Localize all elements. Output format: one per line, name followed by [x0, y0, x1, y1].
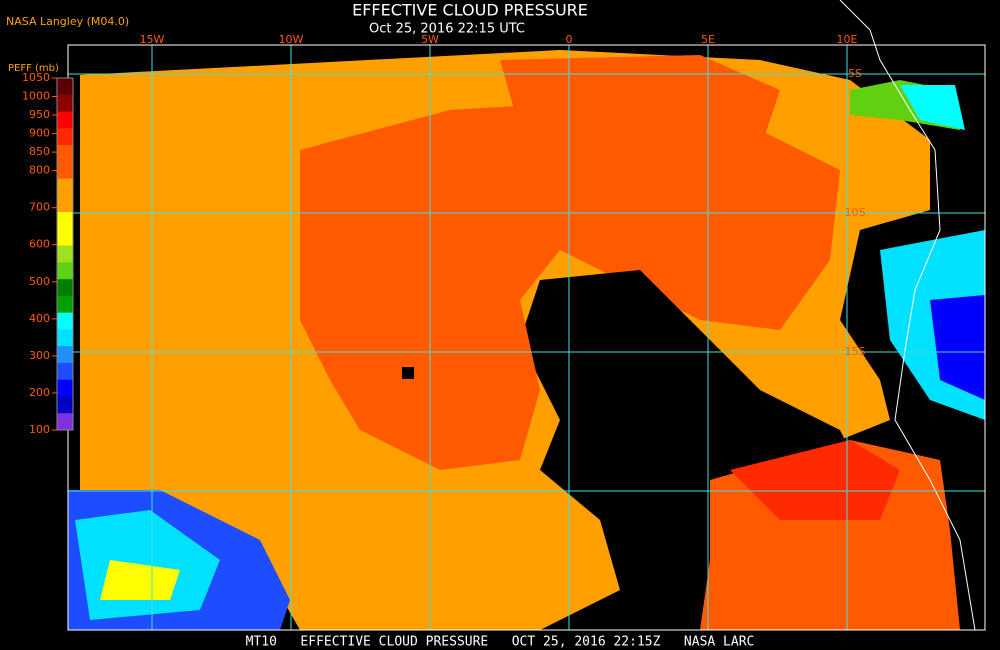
- color-band: [57, 195, 73, 213]
- credit: NASA Langley (M04.0): [6, 15, 129, 28]
- color-band: [57, 212, 73, 230]
- high-pressure-region: [730, 440, 900, 520]
- color-band: [57, 178, 73, 196]
- color-band: [57, 161, 73, 180]
- color-band: [57, 94, 73, 113]
- subtitle: Oct 25, 2016 22:15 UTC: [369, 22, 525, 37]
- color-band: [57, 245, 73, 263]
- map: [68, 0, 985, 631]
- legend-tick-label: 850: [29, 145, 50, 158]
- color-band: [57, 262, 73, 280]
- lat-label: 10S: [845, 206, 866, 219]
- mid-cloud-region: [500, 55, 780, 160]
- missing-data: [402, 367, 414, 379]
- lon-label: 0: [566, 33, 573, 46]
- legend-tick-label: 100: [29, 423, 50, 436]
- color-band: [57, 346, 73, 364]
- legend-tick-label: 900: [29, 127, 50, 140]
- graticule: 15W 10W 5W 0 5E 10E 5S 10S 15S: [67, 33, 986, 631]
- color-band: [57, 111, 73, 129]
- color-band: [57, 78, 73, 96]
- colorbar-frame: [56, 77, 74, 431]
- legend-tick-label: 600: [29, 238, 50, 251]
- coastline: [839, 0, 976, 631]
- legend-title: PEFF (mb): [8, 63, 59, 74]
- legend-tick-label: 1050: [22, 71, 50, 84]
- lon-label: 5W: [421, 33, 439, 46]
- clear-region: [540, 270, 860, 490]
- lon-label: 10E: [837, 33, 858, 46]
- color-band: [57, 295, 73, 314]
- legend-tick-label: 200: [29, 386, 50, 399]
- color-band: [57, 379, 73, 397]
- legend-tick-label: 700: [29, 201, 50, 214]
- lon-label: 15W: [140, 33, 165, 46]
- color-band: [57, 128, 73, 146]
- color-band: [57, 228, 73, 247]
- legend-tick-label: 400: [29, 312, 50, 325]
- lat-label: 5S: [848, 67, 862, 80]
- color-band: [57, 396, 73, 414]
- mid-high-cloud-region: [100, 560, 180, 600]
- color-band: [57, 145, 73, 163]
- color-band: [57, 413, 73, 431]
- color-band: [57, 279, 73, 297]
- legend-tick-label: 300: [29, 349, 50, 362]
- legend: 1050 1000 950 900 850 800 700 600 500 400 300 200 10…: [22, 71, 74, 436]
- color-band: [57, 312, 73, 330]
- color-band: [57, 362, 73, 381]
- legend-tick-label: 950: [29, 108, 50, 121]
- lon-label: 5E: [701, 33, 715, 46]
- legend-tick-label: 500: [29, 275, 50, 288]
- footer: MT10 EFFECTIVE CLOUD PRESSURE OCT 25, 20…: [246, 635, 755, 650]
- high-cloud-region: [900, 85, 965, 130]
- title: EFFECTIVE CLOUD PRESSURE: [352, 1, 588, 20]
- legend-tick-label: 800: [29, 164, 50, 177]
- lon-label: 10W: [279, 33, 304, 46]
- legend-tick-label: 1000: [22, 90, 50, 103]
- lat-label: 15S: [845, 345, 866, 358]
- high-cloud-region: [930, 295, 985, 400]
- color-band: [57, 329, 73, 347]
- mid-cloud-region: [300, 100, 840, 470]
